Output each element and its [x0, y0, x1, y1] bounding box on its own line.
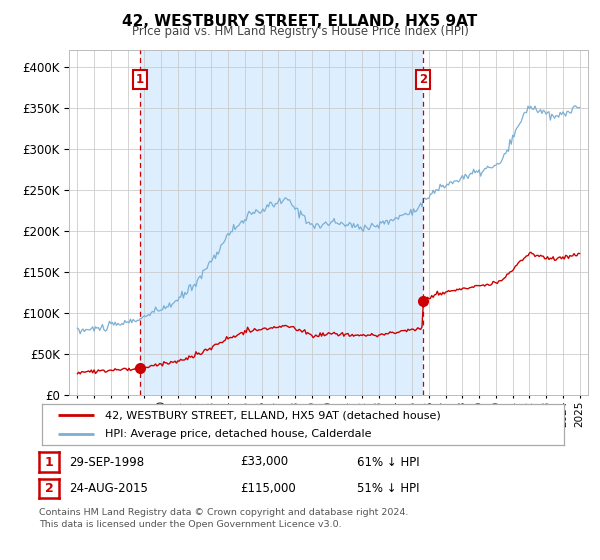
Text: 1: 1: [45, 455, 53, 469]
Text: Contains HM Land Registry data © Crown copyright and database right 2024.
This d: Contains HM Land Registry data © Crown c…: [39, 508, 409, 529]
Text: £115,000: £115,000: [240, 482, 296, 496]
Text: HPI: Average price, detached house, Calderdale: HPI: Average price, detached house, Cald…: [104, 429, 371, 439]
Bar: [140, 50, 423, 395]
Text: 29-SEP-1998: 29-SEP-1998: [69, 455, 144, 469]
Text: Price paid vs. HM Land Registry's House Price Index (HPI): Price paid vs. HM Land Registry's House …: [131, 25, 469, 38]
Text: 42, WESTBURY STREET, ELLAND, HX5 9AT (detached house): 42, WESTBURY STREET, ELLAND, HX5 9AT (de…: [104, 410, 440, 421]
Text: 24-AUG-2015: 24-AUG-2015: [69, 482, 148, 496]
Text: 51% ↓ HPI: 51% ↓ HPI: [357, 482, 419, 496]
Text: 1: 1: [136, 73, 144, 86]
Text: 61% ↓ HPI: 61% ↓ HPI: [357, 455, 419, 469]
Text: £33,000: £33,000: [240, 455, 288, 469]
Text: 2: 2: [45, 482, 53, 496]
Text: 2: 2: [419, 73, 427, 86]
Text: 42, WESTBURY STREET, ELLAND, HX5 9AT: 42, WESTBURY STREET, ELLAND, HX5 9AT: [122, 14, 478, 29]
